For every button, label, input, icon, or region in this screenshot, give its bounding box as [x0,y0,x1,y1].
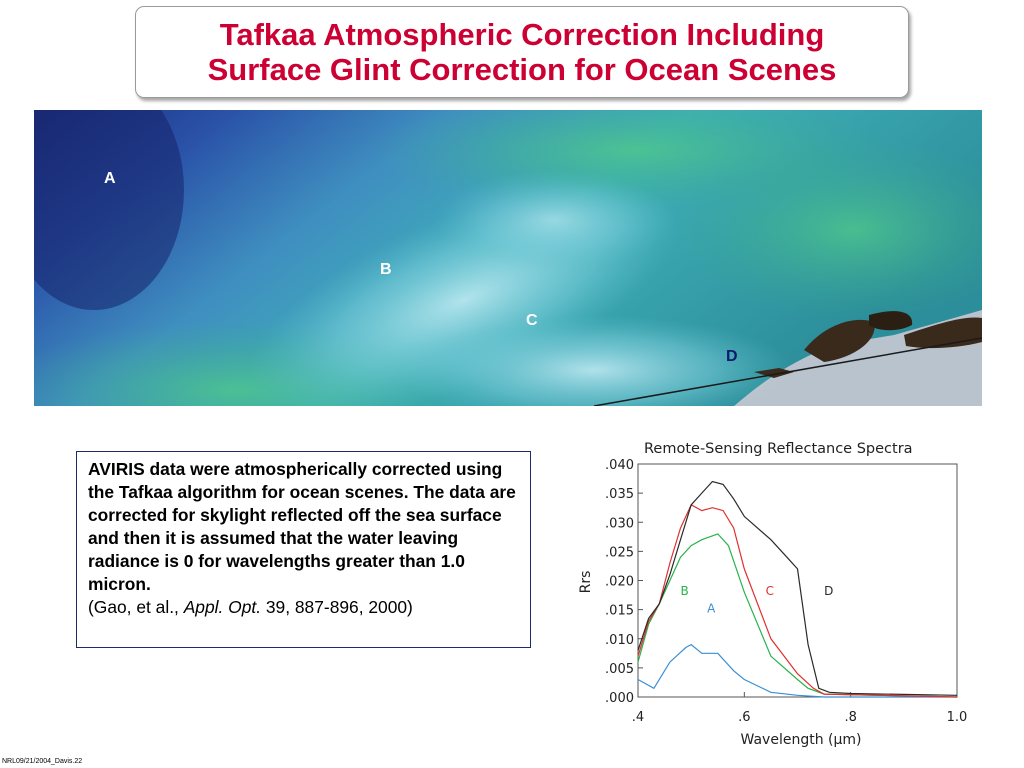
title-line-1: Tafkaa Atmospheric Correction Including [219,17,825,52]
y-tick-label: .000 [605,691,634,706]
y-tick-label: .025 [605,545,634,560]
citation-journal: Appl. Opt. [183,597,262,617]
citation-suffix: 39, 887-896, 2000) [261,597,413,617]
scene-label-a: A [104,170,116,187]
series-label-a: A [707,602,716,616]
x-tick-label: .8 [844,710,856,725]
y-tick-label: .040 [605,458,634,473]
series-line-a [637,643,957,698]
title-line-2: Surface Glint Correction for Ocean Scene… [207,52,837,87]
description-text: AVIRIS data were atmospherically correct… [88,459,516,594]
description-box: AVIRIS data were atmospherically correct… [76,451,531,648]
chart-svg: Remote-Sensing Reflectance Spectra Rrs W… [578,441,968,748]
plot-frame [637,463,958,698]
y-tick-label: .030 [605,516,634,531]
y-tick-label: .015 [605,604,634,619]
series-line-b [637,533,958,698]
x-axis-label: Wavelength (μm) [741,732,862,748]
y-tick-label: .020 [605,575,634,590]
y-axis-label: Rrs [578,571,594,594]
scene-graphic [34,110,982,406]
scene-label-b: B [380,261,392,278]
citation-prefix: (Gao, et al., [88,597,184,617]
aviris-scene-image: A B C D [34,110,982,406]
y-tick-label: .035 [605,487,634,502]
scene-label-c: C [526,312,538,329]
series-line-c [637,503,958,698]
series-label-d: D [824,584,833,598]
y-tick-label: .005 [605,662,634,677]
x-tick-label: .4 [632,710,644,725]
y-tick-label: .010 [605,633,634,648]
series-label-b: B [681,584,689,598]
footer-slide-id: NRL09/21/2004_Davis.22 [2,758,83,765]
reflectance-chart: Remote-Sensing Reflectance Spectra Rrs W… [576,432,976,752]
chart-title: Remote-Sensing Reflectance Spectra [644,441,913,457]
x-tick-label: .6 [738,710,750,725]
series-label-c: C [766,584,774,598]
x-tick-label: 1.0 [947,710,968,725]
title-box: Tafkaa Atmospheric Correction Including … [135,6,909,98]
series-line-d [637,480,958,696]
scene-label-d: D [726,348,738,365]
